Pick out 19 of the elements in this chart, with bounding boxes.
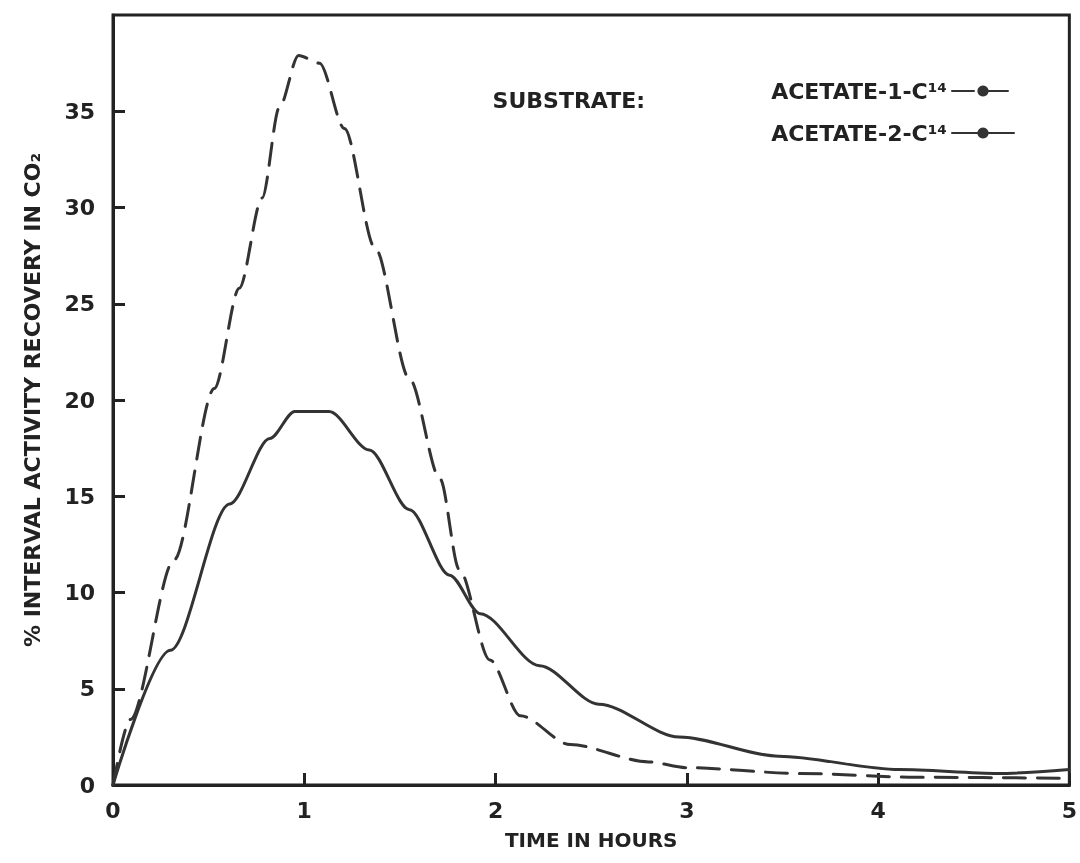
y-tick-label: 0 [79,772,95,798]
legend-label: ACETATE-2-C¹⁴ [771,120,947,146]
y-tick-label: 5 [79,676,95,702]
y-tick-label: 10 [64,580,95,605]
y-axis-title: % INTERVAL ACTIVITY RECOVERY IN CO₂ [19,152,45,648]
y-tick-label: 30 [64,195,95,220]
x-axis-title: TIME IN HOURS [504,828,678,852]
legend-label: ACETATE-1-C¹⁴ [771,78,947,104]
x-tick-label: 1 [296,797,312,823]
y-tick-label: 35 [64,98,95,124]
x-tick-label: 4 [870,797,886,823]
legend-title: SUBSTRATE: [492,87,645,113]
y-tick-label: 15 [64,483,95,509]
x-tick-label: 0 [105,797,121,823]
y-tick-label: 25 [64,291,95,317]
x-tick-label: 3 [679,797,695,823]
x-tick-label: 2 [487,797,504,823]
y-tick-label: 20 [64,387,95,413]
x-tick-label: 5 [1061,797,1077,823]
